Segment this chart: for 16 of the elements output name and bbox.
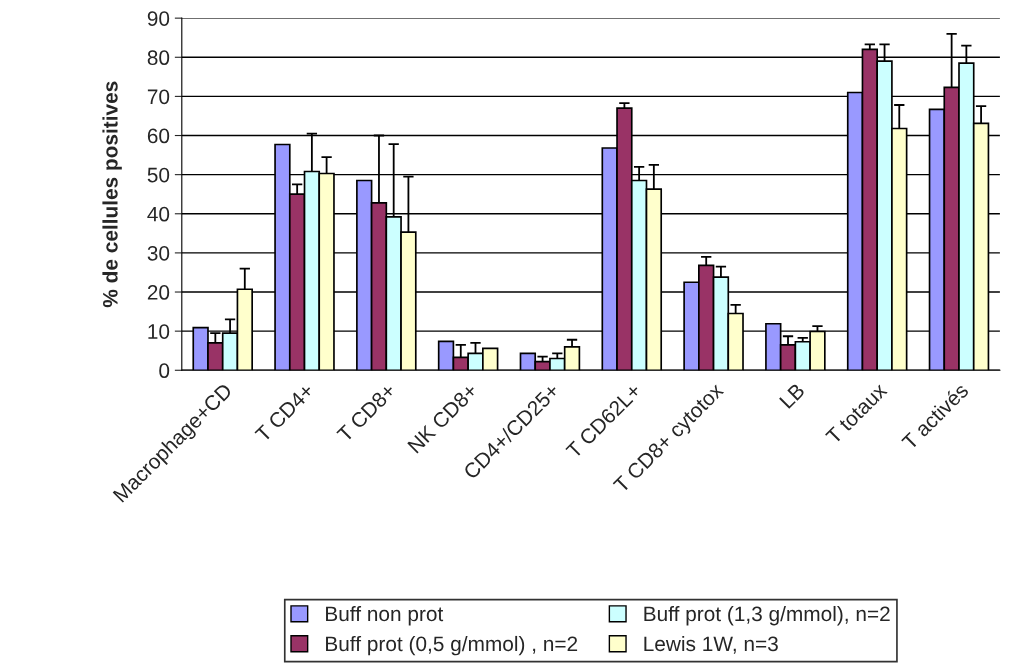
legend-label: Buff prot (1,3 g/mmol), n=2 xyxy=(644,605,890,626)
y-tick-label: 80 xyxy=(147,50,170,66)
y-tick-label: 60 xyxy=(147,128,170,144)
y-tick-label: 20 xyxy=(147,285,170,300)
y-tick-label: 90 xyxy=(147,11,170,26)
y-tick-label: 30 xyxy=(147,245,170,261)
y-tick-label: 50 xyxy=(147,167,170,183)
legend-label: Buff non prot xyxy=(326,605,444,626)
y-axis-title: % de cellules positives xyxy=(102,81,122,308)
y-tick-label: 70 xyxy=(147,89,170,105)
legend-label: Buff prot (0,5 g/mmol) , n=2 xyxy=(326,635,578,656)
y-tick-label: 10 xyxy=(148,324,170,339)
y-tick-label: 40 xyxy=(147,206,170,222)
legend-label: Lewis 1W, n=3 xyxy=(644,635,778,654)
x-tick-label: LB xyxy=(779,382,806,409)
y-tick-label: 0 xyxy=(159,363,170,379)
